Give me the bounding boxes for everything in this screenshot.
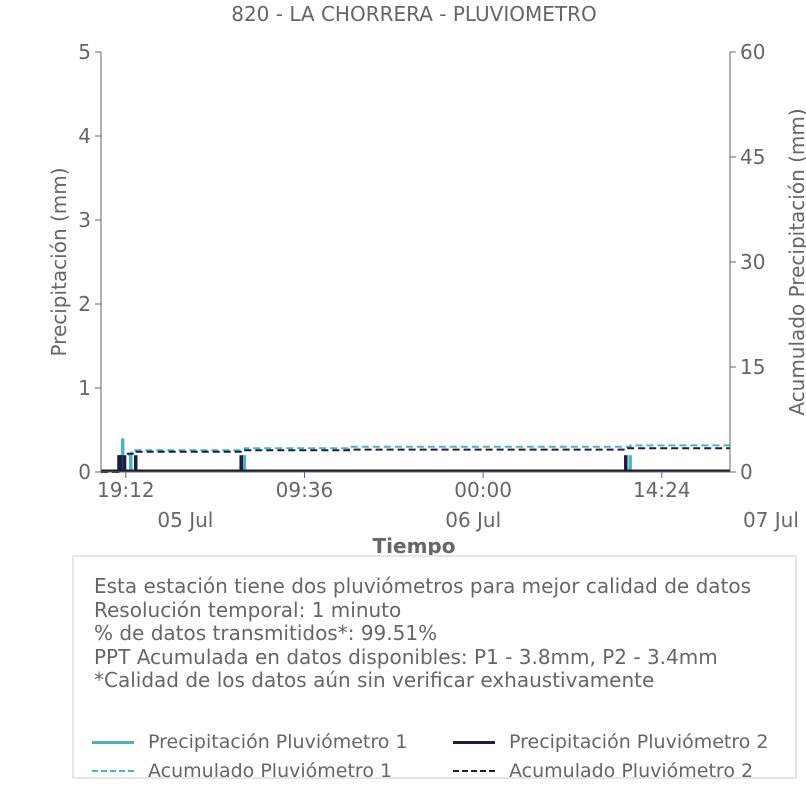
x-tick-label: 09:36: [276, 478, 334, 502]
legend-swatch: [453, 770, 495, 772]
legend-label: Acumulado Pluviómetro 2: [509, 760, 754, 782]
legend-item-acum-p2: Acumulado Pluviómetro 2: [453, 760, 753, 782]
acumulado-line: [101, 447, 730, 473]
y-right-tick-label: 0: [740, 460, 753, 484]
x-tick-label: 19:12: [97, 478, 155, 502]
y-tick-label: 4: [78, 124, 91, 148]
legend-label: Acumulado Pluviómetro 1: [148, 760, 393, 782]
y-right-tick-label: 60: [740, 40, 765, 64]
legend: Precipitación Pluviómetro 1 Precipitació…: [92, 731, 792, 791]
legend-item-acum-p1: Acumulado Pluviómetro 1: [92, 760, 392, 782]
chart-marks: [101, 438, 730, 473]
y-right-tick-label: 45: [740, 145, 765, 169]
x-axis-label: Tiempo: [373, 534, 456, 556]
y-axis-right-label: Acumulado Precipitación (mm): [785, 108, 806, 415]
info-box: Esta estación tiene dos pluviómetros par…: [72, 555, 797, 782]
info-line: *Calidad de los datos aún sin verificar …: [94, 668, 655, 692]
info-line: PPT Acumulada en datos disponibles: P1 -…: [94, 644, 718, 669]
legend-swatch: [92, 770, 134, 772]
x-date-label: 06 Jul: [445, 508, 501, 532]
x-date-label: 07 Jul: [743, 508, 799, 532]
chart-title: 820 - LA CHORRERA - PLUVIOMETRO: [231, 2, 597, 26]
y-axis-label: Precipitación (mm): [47, 167, 71, 356]
info-text: Esta estación tiene dos pluviómetros par…: [94, 574, 752, 693]
y-right-tick-label: 15: [740, 355, 765, 379]
x-tick-label: 14:24: [633, 478, 691, 502]
y-tick-label: 3: [78, 208, 91, 232]
chart-axes: 01234501530456019:1209:3600:0014:2404:48…: [78, 40, 799, 532]
legend-swatch: [453, 740, 495, 744]
legend-label: Precipitación Pluviómetro 1: [148, 731, 408, 753]
legend-item-p1: Precipitación Pluviómetro 1: [92, 731, 408, 753]
legend-item-p2: Precipitación Pluviómetro 2: [453, 731, 769, 753]
x-tick-label: 00:00: [454, 478, 512, 502]
y-tick-label: 2: [78, 292, 91, 316]
acumulado-line: [101, 444, 730, 473]
y-tick-label: 1: [78, 376, 91, 400]
rain-chart: 820 - LA CHORRERA - PLUVIOMETRO 01234501…: [47, 2, 806, 556]
y-tick-label: 0: [78, 460, 91, 484]
info-line: Resolución temporal: 1 minuto: [94, 597, 402, 622]
x-date-label: 05 Jul: [157, 508, 213, 532]
info-line: % de datos transmitidos*: 99.51%: [94, 621, 438, 645]
legend-label: Precipitación Pluviómetro 2: [509, 731, 769, 753]
y-tick-label: 5: [78, 40, 91, 64]
legend-swatch: [92, 740, 134, 744]
info-line: Esta estación tiene dos pluviómetros par…: [94, 574, 752, 598]
y-right-tick-label: 30: [740, 250, 765, 274]
